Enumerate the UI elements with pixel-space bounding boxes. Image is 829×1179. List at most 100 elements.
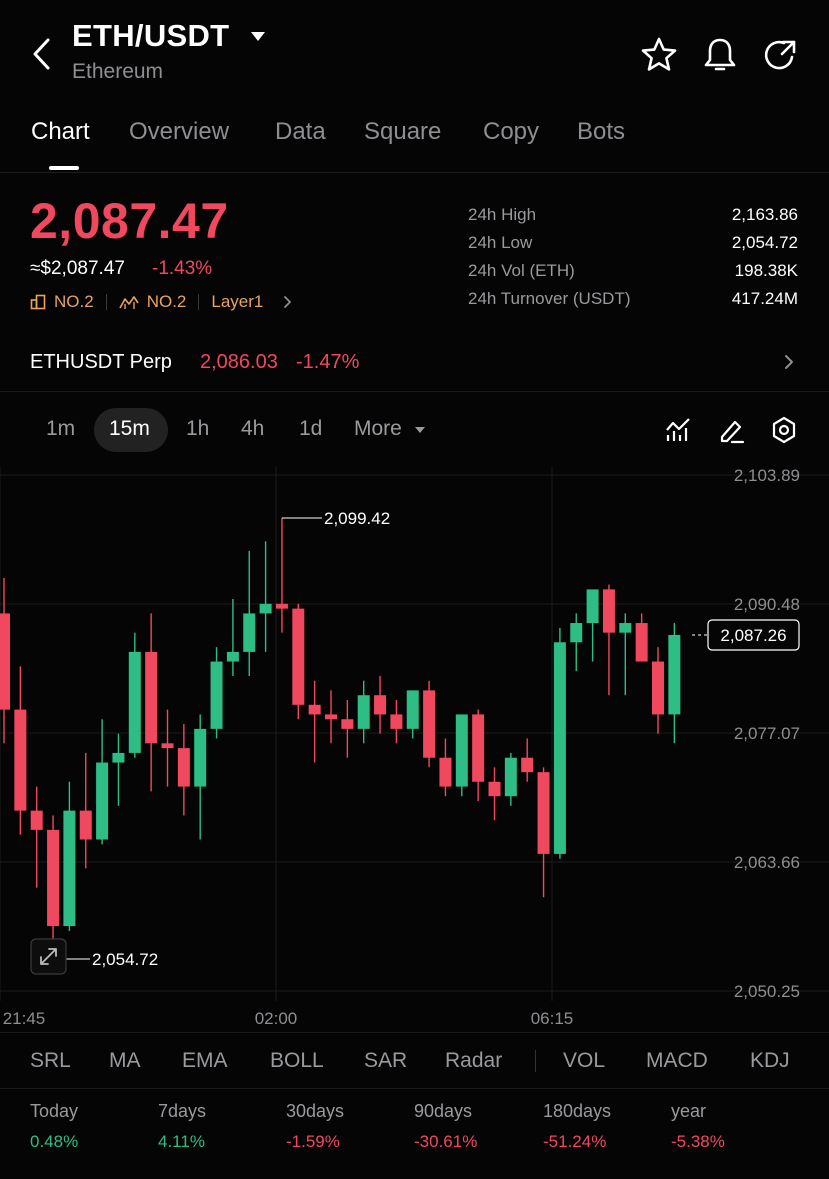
perp-change: -1.47% [296,351,360,373]
tab-chart[interactable]: Chart [31,118,90,145]
chevron-right-icon[interactable] [782,353,796,371]
y-tick-label: 2,077.07 [734,724,800,743]
interval-15m[interactable]: 15m [109,417,150,440]
perf-90days-value: -30.61% [414,1132,478,1151]
market-cap-rank: NO.2 [54,292,94,311]
stat-turnover-value: 417.24M [731,289,798,308]
trend-icon [118,296,139,309]
interval-1m[interactable]: 1m [46,417,76,440]
candle-body [423,690,436,758]
chevron-right-icon [284,296,292,308]
stat-high-label: 24h High [468,205,537,224]
separator [535,1050,536,1072]
indicator-ema[interactable]: EMA [182,1049,228,1072]
perf-today-label: Today [30,1101,79,1121]
candle-body [374,695,387,715]
draw-icon[interactable] [718,416,746,444]
candle-body [586,589,599,624]
star-icon[interactable] [640,36,678,74]
caret-down-icon[interactable] [414,426,426,434]
interval-1h[interactable]: 1h [186,417,210,440]
candle-body [537,772,550,854]
candle-body [161,743,174,749]
candle-body [243,613,256,652]
divider [0,172,829,173]
expand-icon[interactable] [40,948,57,965]
candle-body [112,752,125,763]
candle-body [292,608,305,705]
perp-price: 2,086.03 [200,351,278,373]
candle-body [341,719,354,729]
change-percent: -1.43% [152,258,213,279]
stat-high-value: 2,163.86 [731,205,798,224]
y-tick-label: 2,063.66 [734,853,800,872]
candle-body [308,704,321,715]
candle-body [96,762,109,840]
pair-subtitle: Ethereum [72,60,164,83]
candle-body [30,810,43,830]
tab-data[interactable]: Data [275,118,326,145]
candle-body [128,651,141,753]
divider [0,391,829,392]
candle-body [145,651,158,744]
indicator-macd[interactable]: MACD [646,1049,708,1072]
perf-year-label: year [671,1101,707,1121]
candle-body [275,603,288,609]
stat-turnover-label: 24h Turnover (USDT) [468,289,631,308]
indicator-srl[interactable]: SRL [30,1049,71,1072]
perf-90days-label: 90days [414,1101,473,1121]
candlestick-chart[interactable]: 2,103.89 2,090.48 2,077.07 2,063.66 2,050.25… [0,466,829,1036]
pair-title[interactable]: ETH/USDT [72,18,230,53]
indicator-radar[interactable]: Radar [445,1049,503,1072]
indicator-boll[interactable]: BOLL [270,1049,324,1072]
perf-30days-value: -1.59% [286,1132,340,1151]
perf-180days-label: 180days [543,1101,612,1121]
indicator-icon[interactable] [664,416,692,444]
indicator-vol[interactable]: VOL [563,1049,606,1072]
tab-square[interactable]: Square [364,118,442,145]
tab-overview[interactable]: Overview [129,118,230,145]
perf-year-value: -5.38% [671,1132,725,1151]
candle-body [194,728,207,787]
stat-low-value: 2,054.72 [731,233,798,252]
interval-1d[interactable]: 1d [299,417,323,440]
high-price-label: 2,099.42 [324,509,390,528]
candle-body [504,757,517,797]
candle-body [652,661,664,715]
interval-4h[interactable]: 4h [241,417,265,440]
x-tick-label: 21:45 [3,1009,46,1028]
y-tick-label: 2,090.48 [734,595,800,614]
indicator-ma[interactable]: MA [109,1049,141,1072]
tab-bots[interactable]: Bots [577,118,626,145]
candle-body [635,623,648,662]
candle-body [79,810,92,840]
candle-body [570,623,583,643]
rank-row[interactable]: NO.2 NO.2 Layer1 [30,290,303,314]
candle-body [521,757,534,773]
back-icon[interactable] [28,36,56,72]
divider [0,1032,829,1033]
separator [198,294,200,310]
tab-copy[interactable]: Copy [483,118,540,145]
y-tick-label: 2,050.25 [734,982,800,1001]
perf-today-value: 0.48% [30,1132,79,1151]
indicator-sar[interactable]: SAR [364,1049,408,1072]
perp-name[interactable]: ETHUSDT Perp [30,351,172,373]
low-price-label: 2,054.72 [92,950,158,969]
caret-down-icon[interactable] [250,30,266,42]
candle-body [14,709,27,811]
current-price-box [707,619,800,651]
candle-body [210,661,223,729]
y-tick-label: 2,103.89 [734,466,800,485]
candle-body [357,695,370,729]
candle-body [455,714,468,787]
interval-more[interactable]: More [354,417,402,440]
selected-interval-pill [94,408,168,452]
share-icon[interactable] [762,36,798,74]
x-tick-label: 06:15 [531,1009,574,1028]
candle-body [472,714,485,782]
indicator-kdj[interactable]: KDJ [750,1049,790,1072]
bell-icon[interactable] [702,36,738,74]
settings-icon[interactable] [770,415,798,445]
rank-bar-icon [30,294,46,310]
